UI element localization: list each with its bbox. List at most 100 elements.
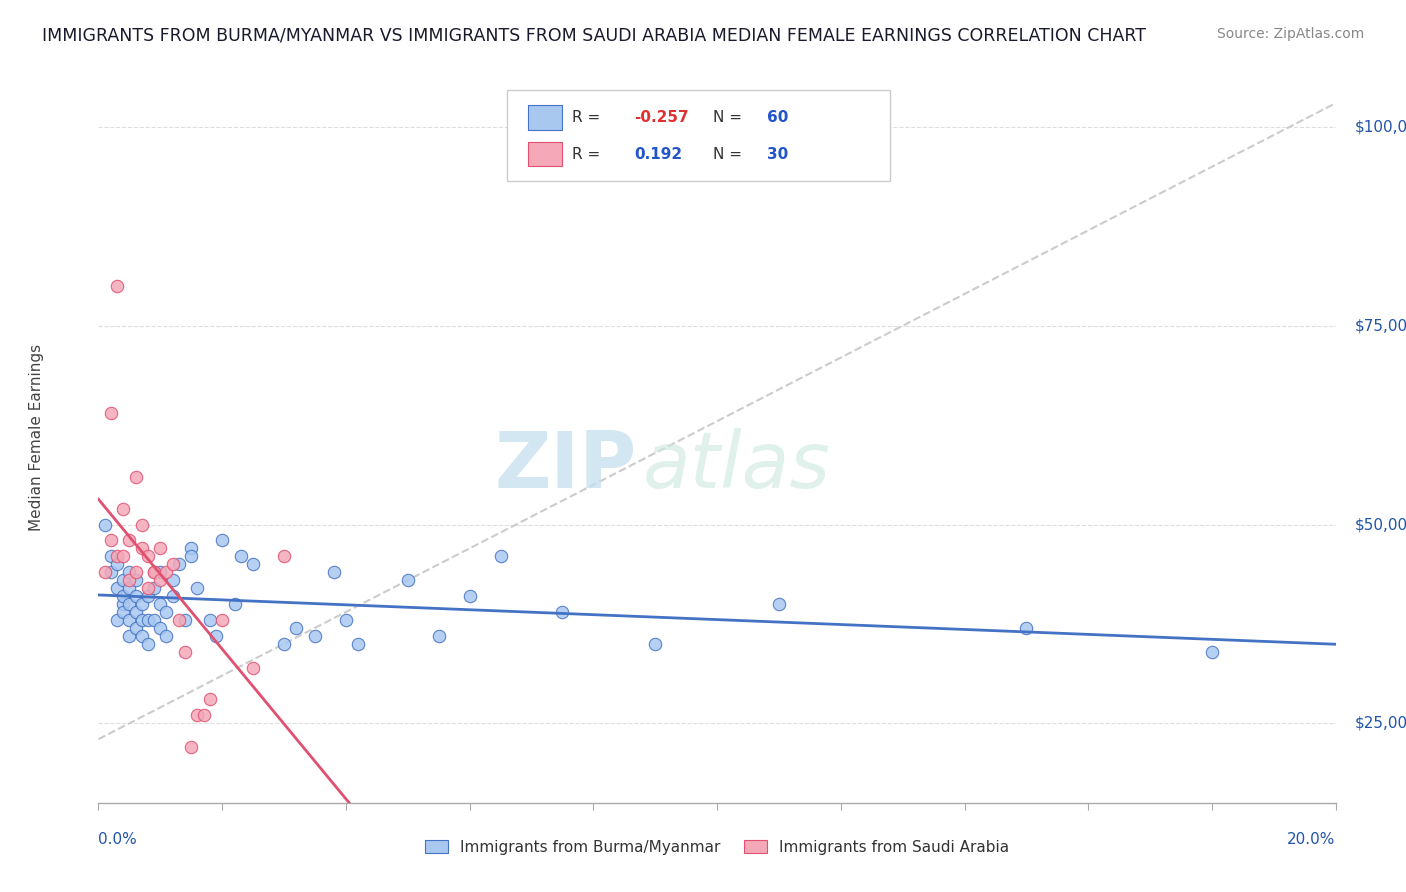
- Point: [93, 517, 115, 532]
- Point: [143, 581, 166, 595]
- FancyBboxPatch shape: [527, 142, 562, 167]
- Point: [124, 621, 146, 635]
- Point: [768, 597, 790, 611]
- Text: atlas: atlas: [643, 428, 831, 504]
- Point: [124, 573, 146, 587]
- Point: [105, 613, 128, 627]
- Point: [427, 629, 450, 643]
- Point: [489, 549, 512, 564]
- Point: [105, 558, 128, 572]
- Text: $25,000: $25,000: [1354, 715, 1406, 731]
- Point: [118, 581, 141, 595]
- Point: [93, 566, 115, 580]
- Point: [162, 573, 184, 587]
- Point: [155, 566, 177, 580]
- Point: [143, 566, 166, 580]
- Point: [118, 566, 141, 580]
- Point: [143, 566, 166, 580]
- Point: [149, 573, 172, 587]
- Point: [112, 501, 135, 516]
- Text: 20.0%: 20.0%: [1288, 832, 1336, 847]
- FancyBboxPatch shape: [506, 90, 890, 181]
- Point: [211, 613, 233, 627]
- Point: [118, 573, 141, 587]
- Point: [167, 613, 190, 627]
- Point: [124, 605, 146, 619]
- Point: [155, 605, 177, 619]
- Point: [644, 637, 666, 651]
- Point: [124, 566, 146, 580]
- Point: [105, 549, 128, 564]
- Point: [136, 637, 159, 651]
- Point: [229, 549, 252, 564]
- Point: [186, 708, 208, 723]
- Point: [118, 629, 141, 643]
- Point: [1201, 645, 1223, 659]
- Point: [105, 279, 128, 293]
- Point: [112, 589, 135, 603]
- Point: [149, 597, 172, 611]
- Point: [112, 597, 135, 611]
- Point: [136, 549, 159, 564]
- Point: [285, 621, 308, 635]
- Text: N =: N =: [713, 110, 747, 125]
- Point: [242, 558, 264, 572]
- Point: [131, 629, 153, 643]
- Point: [180, 740, 202, 755]
- Text: 30: 30: [766, 146, 787, 161]
- Point: [180, 549, 202, 564]
- Point: [112, 605, 135, 619]
- Point: [211, 533, 233, 548]
- Text: $100,000: $100,000: [1354, 120, 1406, 135]
- Point: [174, 613, 197, 627]
- Text: R =: R =: [572, 110, 606, 125]
- Point: [131, 517, 153, 532]
- Point: [180, 541, 202, 556]
- Point: [100, 566, 122, 580]
- Point: [100, 549, 122, 564]
- Point: [118, 613, 141, 627]
- Point: [193, 708, 215, 723]
- Point: [162, 589, 184, 603]
- Point: [186, 581, 208, 595]
- Text: $50,000: $50,000: [1354, 517, 1406, 532]
- Point: [131, 613, 153, 627]
- Point: [100, 406, 122, 420]
- Point: [458, 589, 481, 603]
- Text: R =: R =: [572, 146, 610, 161]
- FancyBboxPatch shape: [527, 105, 562, 130]
- Text: IMMIGRANTS FROM BURMA/MYANMAR VS IMMIGRANTS FROM SAUDI ARABIA MEDIAN FEMALE EARN: IMMIGRANTS FROM BURMA/MYANMAR VS IMMIGRA…: [42, 27, 1146, 45]
- Point: [118, 533, 141, 548]
- Point: [273, 637, 295, 651]
- Text: 0.0%: 0.0%: [98, 832, 138, 847]
- Point: [131, 541, 153, 556]
- Point: [105, 581, 128, 595]
- Text: -0.257: -0.257: [634, 110, 689, 125]
- Text: Median Female Earnings: Median Female Earnings: [30, 343, 44, 531]
- Point: [198, 692, 221, 706]
- Point: [149, 541, 172, 556]
- Point: [396, 573, 419, 587]
- Point: [205, 629, 228, 643]
- Point: [143, 613, 166, 627]
- Point: [551, 605, 574, 619]
- Point: [347, 637, 370, 651]
- Point: [112, 573, 135, 587]
- Text: $75,000: $75,000: [1354, 318, 1406, 334]
- Point: [155, 629, 177, 643]
- Point: [149, 621, 172, 635]
- Point: [335, 613, 357, 627]
- Point: [131, 597, 153, 611]
- Text: 60: 60: [766, 110, 787, 125]
- Point: [273, 549, 295, 564]
- Point: [136, 589, 159, 603]
- Point: [174, 645, 197, 659]
- Legend: Immigrants from Burma/Myanmar, Immigrants from Saudi Arabia: Immigrants from Burma/Myanmar, Immigrant…: [419, 834, 1015, 861]
- Point: [322, 566, 344, 580]
- Point: [118, 597, 141, 611]
- Point: [304, 629, 326, 643]
- Text: N =: N =: [713, 146, 747, 161]
- Point: [162, 558, 184, 572]
- Text: Source: ZipAtlas.com: Source: ZipAtlas.com: [1216, 27, 1364, 41]
- Text: ZIP: ZIP: [495, 428, 637, 504]
